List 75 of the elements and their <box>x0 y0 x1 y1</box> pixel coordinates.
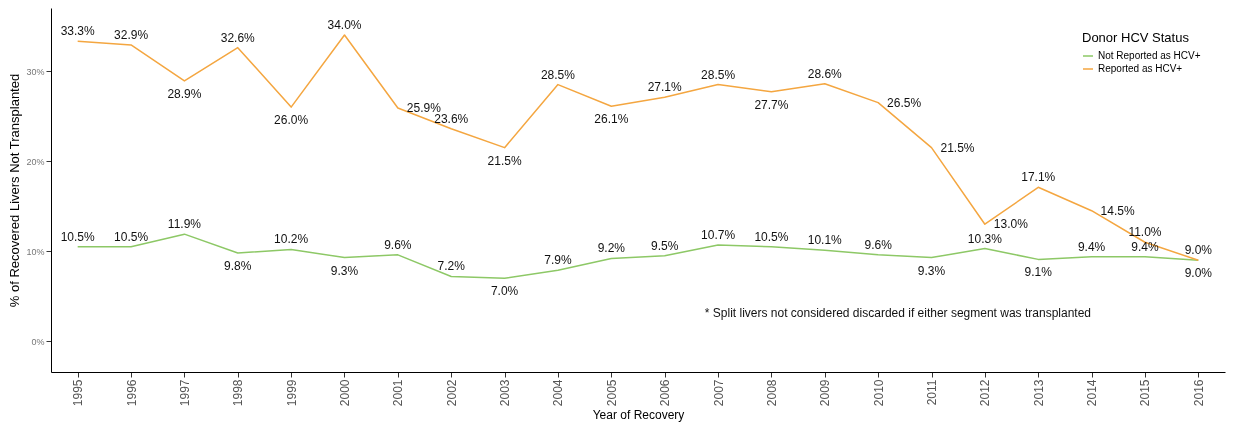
data-label: 28.6% <box>807 66 843 81</box>
legend-title: Donor HCV Status <box>1082 30 1190 45</box>
data-label: 26.5% <box>887 95 922 110</box>
data-label: 28.9% <box>167 86 202 101</box>
data-label: 32.6% <box>220 30 256 45</box>
x-tick-label: 2007 <box>711 379 726 407</box>
y-tick-label: 0% <box>31 336 45 347</box>
y-tick-label: 20% <box>26 156 45 167</box>
data-label: 23.6% <box>434 111 469 126</box>
data-label: 27.1% <box>647 80 683 95</box>
data-label: 9.0% <box>1184 243 1213 258</box>
x-tick-label: 2015 <box>1138 379 1153 407</box>
x-tick-label: 2005 <box>604 379 619 407</box>
data-label: 14.5% <box>1100 203 1135 218</box>
data-label: 7.0% <box>490 284 519 299</box>
annotation: * Split livers not considered discarded if either segment was transplanted <box>704 306 1091 320</box>
data-label: 9.2% <box>597 241 626 256</box>
data-label: 10.7% <box>701 227 736 242</box>
data-label: 7.2% <box>437 259 466 274</box>
data-label: 9.5% <box>651 238 679 253</box>
x-tick-label: 1998 <box>231 379 246 407</box>
y-tick-label: 30% <box>26 66 45 77</box>
data-label: 21.5% <box>487 153 522 168</box>
data-label: 9.3% <box>917 263 946 278</box>
data-label: 13.0% <box>993 217 1029 232</box>
x-tick-label: 1995 <box>71 379 86 407</box>
y-tick-label: 10% <box>26 246 45 257</box>
data-label: 9.8% <box>224 259 252 274</box>
data-label: 27.7% <box>754 97 789 112</box>
data-label: 10.3% <box>967 231 1003 246</box>
data-label: 7.9% <box>544 253 572 268</box>
data-label: 9.6% <box>384 237 412 252</box>
x-tick-label: 2008 <box>764 379 779 407</box>
x-tick-label: 2014 <box>1085 379 1100 407</box>
x-axis-title: Year of Recovery <box>592 408 685 423</box>
x-tick-label: 2012 <box>978 379 993 407</box>
x-tick-label: 1996 <box>124 379 139 407</box>
y-axis-title: % of Recovered Livers Not Transplanted <box>7 73 23 308</box>
x-tick-label: 2001 <box>391 379 406 407</box>
data-label: 33.3% <box>60 24 96 39</box>
data-label: 32.9% <box>114 27 149 42</box>
data-label: 28.5% <box>540 67 576 82</box>
data-label: 9.1% <box>1024 265 1053 280</box>
x-tick-label: 2003 <box>498 379 513 407</box>
data-label: 26.0% <box>274 113 309 128</box>
x-tick-label: 2011 <box>925 379 939 406</box>
data-label: 10.5% <box>60 229 96 244</box>
x-tick-label: 2009 <box>818 379 833 407</box>
data-label: 17.1% <box>1021 170 1056 185</box>
legend-label: Not Reported as HCV+ <box>1098 50 1201 61</box>
x-tick-label: 2006 <box>658 379 673 407</box>
data-label: 9.4% <box>1077 239 1106 254</box>
data-label: 10.1% <box>807 233 843 248</box>
data-label: 10.5% <box>114 229 149 244</box>
data-label: 9.4% <box>1131 239 1159 254</box>
data-label: 28.5% <box>701 67 736 82</box>
x-tick-label: 2004 <box>551 379 566 407</box>
data-label: 26.1% <box>594 112 629 127</box>
data-label: 9.0% <box>1184 266 1213 281</box>
data-label: 11.0% <box>1128 225 1162 240</box>
x-tick-label: 2016 <box>1191 379 1206 407</box>
data-label: 10.2% <box>274 232 309 247</box>
x-tick-label: 2013 <box>1031 379 1046 407</box>
data-label: 9.3% <box>330 263 359 278</box>
legend-label: Reported as HCV+ <box>1098 63 1183 74</box>
data-label: 11.9% <box>167 217 202 232</box>
data-label: 34.0% <box>327 18 362 33</box>
data-label: 10.5% <box>754 229 789 244</box>
x-tick-label: 2002 <box>444 379 459 407</box>
data-label: 21.5% <box>940 140 975 155</box>
x-tick-label: 1997 <box>177 379 192 407</box>
x-tick-label: 2010 <box>871 379 886 407</box>
data-label: 9.6% <box>864 237 893 252</box>
x-tick-label: 1999 <box>284 379 299 407</box>
x-tick-label: 2000 <box>338 379 352 407</box>
